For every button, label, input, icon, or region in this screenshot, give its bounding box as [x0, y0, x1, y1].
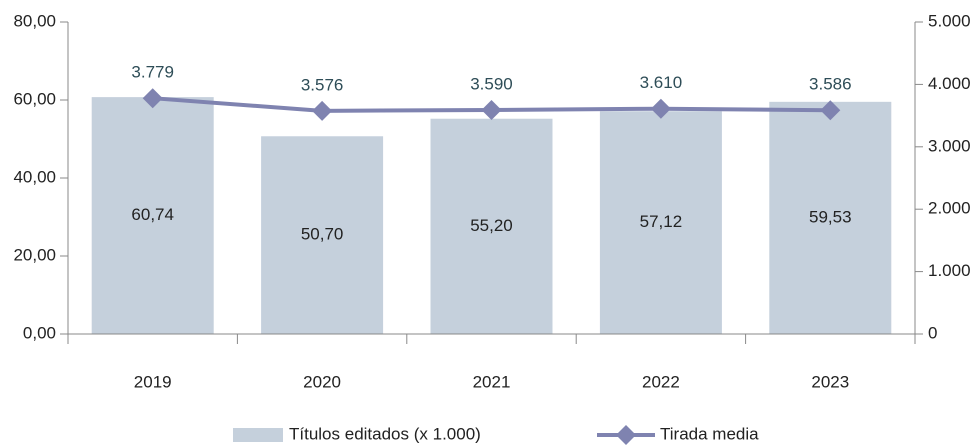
bar-value-label: 50,70: [301, 225, 344, 244]
x-tick-label: 2020: [303, 372, 341, 391]
y-tick-label: 0,00: [23, 323, 56, 342]
y2-tick-label: 1.000: [928, 261, 971, 280]
line-value-label: 3.779: [131, 63, 174, 82]
line-value-label: 3.586: [809, 75, 852, 94]
line-value-label: 3.590: [470, 74, 513, 93]
line-marker: [142, 88, 163, 109]
y2-tick-label: 4.000: [928, 74, 971, 93]
line-marker: [650, 98, 671, 119]
bar-value-label: 57,12: [640, 212, 683, 231]
y-tick-label: 80,00: [13, 11, 56, 30]
x-tick-label: 2022: [642, 372, 680, 391]
legend-swatch: [233, 428, 283, 442]
legend-label: Tirada media: [660, 424, 759, 443]
x-tick-label: 2023: [811, 372, 849, 391]
bar: [261, 136, 384, 334]
bar-value-label: 60,74: [131, 205, 174, 224]
bar: [91, 97, 214, 334]
bar-value-label: 55,20: [470, 216, 513, 235]
y-tick-label: 20,00: [13, 245, 56, 264]
line-marker: [481, 99, 502, 120]
x-tick-label: 2019: [134, 372, 172, 391]
x-tick-label: 2021: [473, 372, 511, 391]
line-marker: [820, 100, 841, 121]
y2-tick-label: 2.000: [928, 199, 971, 218]
legend-swatch-marker: [616, 425, 636, 445]
bar: [769, 101, 892, 334]
line-value-label: 3.610: [640, 73, 683, 92]
legend-label: Títulos editados (x 1.000): [289, 424, 481, 443]
bar: [430, 118, 553, 334]
y-tick-label: 60,00: [13, 89, 56, 108]
bar-value-label: 59,53: [809, 207, 852, 226]
line-marker: [312, 100, 333, 121]
bar: [599, 111, 722, 335]
y2-tick-label: 5.000: [928, 11, 971, 30]
line-value-label: 3.576: [301, 75, 344, 94]
y-tick-label: 40,00: [13, 167, 56, 186]
y2-tick-label: 0: [928, 323, 937, 342]
y2-tick-label: 3.000: [928, 136, 971, 155]
